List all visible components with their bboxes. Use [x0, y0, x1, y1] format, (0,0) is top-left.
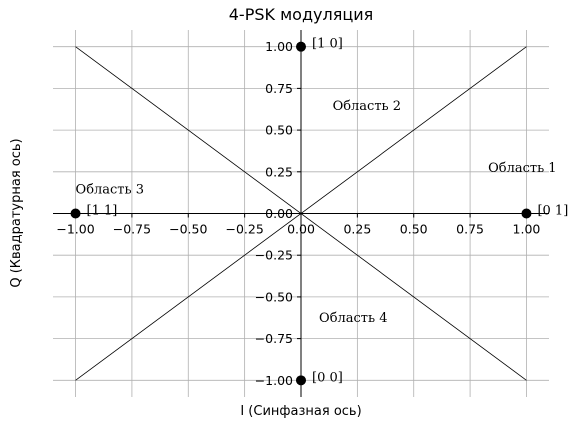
- point-label: [1 1]: [87, 204, 118, 219]
- y-tick-label: −1.00: [255, 373, 293, 388]
- x-tick-label: 0.50: [400, 222, 428, 237]
- y-tick-label: 0.50: [265, 123, 293, 138]
- region-label: Область 1: [488, 161, 556, 176]
- x-tick-label: −0.75: [113, 222, 151, 237]
- y-tick-label: 0.00: [265, 206, 293, 221]
- x-tick-label: 0.25: [343, 222, 371, 237]
- point-label: [0 1]: [537, 204, 568, 219]
- constellation-points: [0 1] [1 0] [1 1] [0 0]: [70, 37, 568, 386]
- region-label: Область 2: [333, 99, 401, 114]
- x-tick-label: −0.25: [225, 222, 263, 237]
- x-tick-label: 0.75: [456, 222, 484, 237]
- x-tick-label: −0.50: [169, 222, 207, 237]
- point-label: [1 0]: [312, 37, 343, 52]
- y-axis-label: Q (Квадратурная ось): [9, 138, 24, 287]
- region-label: Область 4: [319, 311, 387, 326]
- point-label: [0 0]: [312, 370, 343, 385]
- x-tick-label: −1.00: [56, 222, 94, 237]
- chart-title: 4-PSK модуляция: [229, 5, 374, 24]
- y-tick-label: −0.75: [255, 331, 293, 346]
- x-tick-label: 0.00: [287, 222, 315, 237]
- tick-labels: −1.00 −0.75 −0.50 −0.25 0.00 0.25 0.50 0.75 1.00…: [56, 39, 540, 388]
- y-tick-label: −0.50: [255, 289, 293, 304]
- y-tick-label: 0.25: [265, 164, 293, 179]
- constellation-point: [70, 208, 81, 219]
- x-tick-label: 1.00: [513, 222, 541, 237]
- region-label: Область 3: [76, 182, 144, 197]
- x-axis-label: I (Синфазная ось): [240, 404, 361, 419]
- y-tick-label: −0.25: [255, 248, 293, 263]
- constellation-point: [296, 375, 306, 386]
- constellation-point: [296, 41, 306, 52]
- y-tick-label: 1.00: [265, 39, 293, 54]
- constellation-point: [521, 208, 532, 219]
- y-tick-label: 0.75: [265, 81, 293, 96]
- annotations: Область 1 Область 2 Область 3 Область 4: [76, 99, 557, 326]
